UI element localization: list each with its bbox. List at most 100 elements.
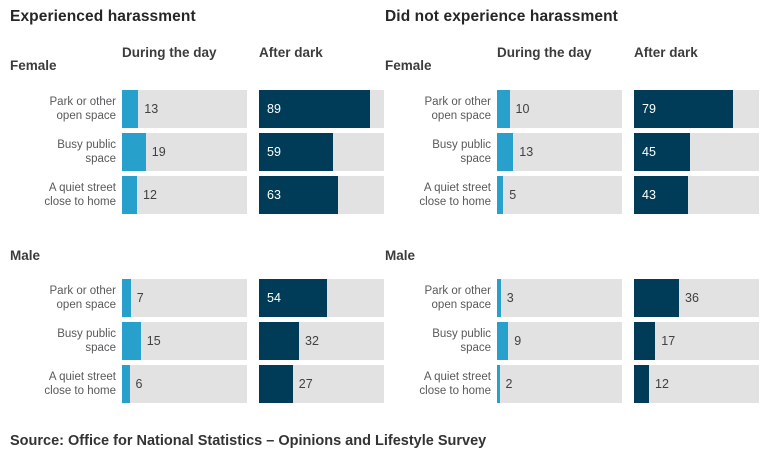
rows-female: Park or other open space 13 89 Busy publ… — [10, 90, 384, 219]
bar-after-dark: 27 — [259, 365, 384, 403]
bar-fill — [259, 90, 371, 128]
bar-during-day: 13 — [122, 90, 247, 128]
category-label: A quiet street close to home — [44, 182, 116, 208]
bar-fill — [122, 322, 141, 360]
panel-title: Experienced harassment — [10, 8, 196, 25]
chart-row: Park or other open space 3 36 — [385, 279, 759, 317]
bar-during-day: 2 — [497, 365, 622, 403]
bar-during-day: 13 — [497, 133, 622, 171]
category-label: Busy public space — [432, 139, 491, 165]
bar-fill — [122, 176, 137, 214]
chart-row: A quiet street close to home 12 63 — [10, 176, 384, 214]
bar-value-label: 3 — [506, 291, 514, 305]
chart-row: Busy public space 9 17 — [385, 322, 759, 360]
category-label: Park or other open space — [424, 285, 491, 311]
panel-did-not-experience-harassment: Did not experience harassment During the… — [385, 0, 759, 420]
bar-during-day: 9 — [497, 322, 622, 360]
category-label: A quiet street close to home — [419, 182, 491, 208]
bar-fill — [497, 133, 514, 171]
column-header-after-dark: After dark — [634, 45, 698, 60]
category-label: A quiet street close to home — [44, 371, 116, 397]
bar-fill — [497, 322, 509, 360]
group-label-male: Male — [385, 248, 416, 263]
bar-fill — [122, 90, 139, 128]
bar-during-day: 12 — [122, 176, 247, 214]
bar-after-dark: 32 — [259, 322, 384, 360]
category-label: A quiet street close to home — [419, 371, 491, 397]
chart-row: Park or other open space 7 54 — [10, 279, 384, 317]
bar-value-label: 15 — [146, 334, 161, 348]
bar-value-label: 36 — [685, 291, 699, 305]
bar-value-label: 7 — [136, 291, 144, 305]
bar-value-label: 54 — [267, 291, 281, 305]
bar-value-label: 12 — [143, 188, 157, 202]
rows-female: Park or other open space 10 79 Busy publ… — [385, 90, 759, 219]
category-label: Busy public space — [432, 328, 491, 354]
bar-value-label: 89 — [267, 102, 281, 116]
bar-value-label: 17 — [661, 334, 676, 348]
bar-during-day: 7 — [122, 279, 247, 317]
bar-during-day: 5 — [497, 176, 622, 214]
bar-value-label: 13 — [144, 102, 159, 116]
bar-fill — [497, 365, 500, 403]
category-label: Park or other open space — [49, 96, 116, 122]
bar-after-dark: 63 — [259, 176, 384, 214]
bar-during-day: 6 — [122, 365, 247, 403]
bar-fill — [634, 90, 733, 128]
chart-row: Busy public space 13 45 — [385, 133, 759, 171]
category-label: Park or other open space — [49, 285, 116, 311]
chart-row: Busy public space 15 32 — [10, 322, 384, 360]
bar-after-dark: 59 — [259, 133, 384, 171]
chart-row: A quiet street close to home 2 12 — [385, 365, 759, 403]
column-header-during-day: During the day — [497, 45, 592, 60]
bar-fill — [634, 322, 656, 360]
bar-fill — [497, 176, 504, 214]
bar-fill — [122, 365, 130, 403]
bar-value-label: 12 — [655, 377, 669, 391]
bar-after-dark: 36 — [634, 279, 759, 317]
bar-fill — [122, 133, 146, 171]
chart-row: Busy public space 19 59 — [10, 133, 384, 171]
category-label: Park or other open space — [424, 96, 491, 122]
bar-after-dark: 12 — [634, 365, 759, 403]
chart-row: A quiet street close to home 6 27 — [10, 365, 384, 403]
chart-row: A quiet street close to home 5 43 — [385, 176, 759, 214]
category-label: Busy public space — [57, 328, 116, 354]
group-label-female: Female — [385, 58, 432, 73]
panel-experienced-harassment: Experienced harassment During the day Af… — [10, 0, 384, 420]
bar-fill — [259, 322, 299, 360]
bar-after-dark: 45 — [634, 133, 759, 171]
bar-after-dark: 54 — [259, 279, 384, 317]
column-header-during-day: During the day — [122, 45, 217, 60]
bar-fill — [259, 365, 293, 403]
bar-fill — [259, 133, 333, 171]
bar-value-label: 32 — [305, 334, 319, 348]
bar-fill — [634, 279, 679, 317]
rows-male: Park or other open space 7 54 Busy publi… — [10, 279, 384, 408]
bar-fill — [259, 279, 327, 317]
bar-value-label: 10 — [515, 102, 530, 116]
bar-value-label: 6 — [135, 377, 143, 391]
bar-fill — [634, 365, 649, 403]
source-note: Source: Office for National Statistics –… — [10, 433, 487, 449]
bar-value-label: 63 — [267, 188, 281, 202]
bar-value-label: 19 — [151, 145, 166, 159]
bar-fill — [122, 279, 131, 317]
bar-after-dark: 79 — [634, 90, 759, 128]
panel-title: Did not experience harassment — [385, 8, 618, 25]
bar-fill — [634, 133, 691, 171]
bar-value-label: 27 — [298, 377, 313, 391]
bar-fill — [497, 90, 510, 128]
group-label-female: Female — [10, 58, 57, 73]
bar-value-label: 43 — [642, 188, 656, 202]
bar-value-label: 9 — [514, 334, 522, 348]
bar-after-dark: 17 — [634, 322, 759, 360]
bar-value-label: 13 — [519, 145, 534, 159]
category-label: Busy public space — [57, 139, 116, 165]
chart-row: Park or other open space 10 79 — [385, 90, 759, 128]
bar-value-label: 5 — [509, 188, 517, 202]
bar-during-day: 15 — [122, 322, 247, 360]
column-header-after-dark: After dark — [259, 45, 323, 60]
bar-value-label: 45 — [642, 145, 656, 159]
